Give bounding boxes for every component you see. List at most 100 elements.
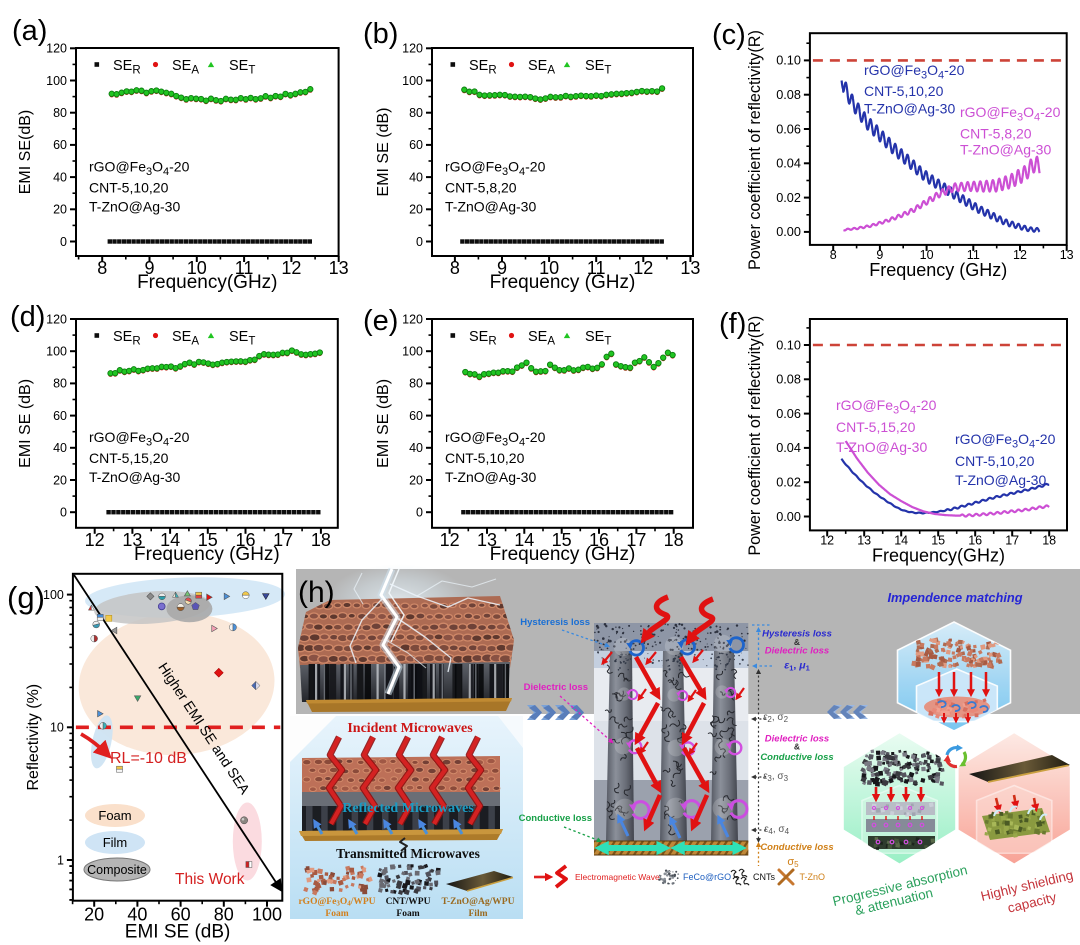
svg-text:17: 17 <box>626 530 646 550</box>
svg-text:80: 80 <box>53 106 67 120</box>
svg-text:RL=-10 dB: RL=-10 dB <box>110 750 187 767</box>
svg-text:Dielectric loss: Dielectric loss <box>765 646 829 657</box>
svg-text:Frequency(GHz): Frequency(GHz) <box>872 545 1005 565</box>
svg-text:0: 0 <box>60 506 67 520</box>
svg-text:Composite: Composite <box>87 863 147 877</box>
svg-text:100: 100 <box>402 345 423 359</box>
svg-text:EMI SE (dB): EMI SE (dB) <box>17 379 34 468</box>
svg-text:Conductive loss: Conductive loss <box>760 752 833 763</box>
svg-text:Frequency (GHz): Frequency (GHz) <box>869 260 1007 280</box>
svg-text:18: 18 <box>1042 533 1056 547</box>
svg-text:T-ZnO@Ag-30: T-ZnO@Ag-30 <box>445 469 536 485</box>
svg-text:0.02: 0.02 <box>776 476 801 490</box>
svg-text:0: 0 <box>416 235 423 249</box>
svg-text:Incident Microwaves: Incident Microwaves <box>347 721 473 736</box>
svg-text:60: 60 <box>53 409 67 423</box>
svg-text:Foam: Foam <box>325 909 348 919</box>
svg-text:&: & <box>794 742 800 752</box>
svg-text:CNT-5,10,20: CNT-5,10,20 <box>864 83 944 99</box>
svg-text:ε2, σ2: ε2, σ2 <box>763 712 789 724</box>
svg-text:Impendence matching: Impendence matching <box>887 590 1022 605</box>
svg-text:13: 13 <box>1060 248 1074 262</box>
svg-text:0.10: 0.10 <box>776 54 801 68</box>
svg-text:16: 16 <box>968 533 982 547</box>
svg-text:80: 80 <box>409 106 423 120</box>
svg-text:Conductive loss: Conductive loss <box>760 842 833 853</box>
svg-text:EMI SE(dB): EMI SE(dB) <box>17 110 34 194</box>
svg-text:40: 40 <box>409 170 423 184</box>
svg-text:8: 8 <box>450 258 460 278</box>
svg-text:Electromagnetic Wave: Electromagnetic Wave <box>575 872 660 882</box>
svg-text:CNT-5,8,20: CNT-5,8,20 <box>445 180 517 196</box>
svg-text:20: 20 <box>84 905 104 925</box>
svg-text:Film: Film <box>103 835 128 850</box>
svg-text:T-ZnO@Ag-30: T-ZnO@Ag-30 <box>89 469 180 485</box>
svg-text:13: 13 <box>477 530 497 550</box>
svg-text:8: 8 <box>97 258 107 278</box>
svg-text:Power coefficient of reflectiv: Power coefficient of reflectivity(R) <box>746 316 764 556</box>
svg-text:This Work: This Work <box>175 871 245 888</box>
svg-text:0.10: 0.10 <box>776 338 801 352</box>
svg-text:rGO@Fe3O4-20: rGO@Fe3O4-20 <box>960 104 1061 124</box>
svg-text:13: 13 <box>329 258 349 278</box>
svg-text:16: 16 <box>235 530 255 550</box>
svg-text:60: 60 <box>171 905 191 925</box>
svg-text:9: 9 <box>876 248 883 262</box>
svg-text:40: 40 <box>409 441 423 455</box>
svg-text:120: 120 <box>402 42 423 56</box>
svg-text:Transmitted Microwaves: Transmitted Microwaves <box>336 846 480 861</box>
svg-text:Foam: Foam <box>98 808 131 823</box>
svg-text:rGO@Fe3O4-20: rGO@Fe3O4-20 <box>89 159 190 179</box>
svg-text:18: 18 <box>311 530 331 550</box>
svg-text:10: 10 <box>920 248 934 262</box>
svg-text:Reflected Microwaves: Reflected Microwaves <box>342 801 474 816</box>
svg-text:Frequency (GHz): Frequency (GHz) <box>134 544 280 565</box>
svg-text:20: 20 <box>53 203 67 217</box>
svg-text:T-ZnO@Ag-30: T-ZnO@Ag-30 <box>445 199 536 215</box>
svg-text:ε3, σ3: ε3, σ3 <box>763 771 789 783</box>
svg-text:(e): (e) <box>363 305 398 337</box>
svg-text:(d): (d) <box>10 301 45 333</box>
svg-text:Frequency (GHz): Frequency (GHz) <box>490 272 636 293</box>
svg-text:100: 100 <box>46 345 67 359</box>
svg-text:60: 60 <box>409 409 423 423</box>
svg-text:12: 12 <box>440 530 460 550</box>
svg-text:12: 12 <box>1013 248 1027 262</box>
svg-text:(f): (f) <box>719 308 746 340</box>
svg-text:9: 9 <box>497 258 507 278</box>
svg-text:rGO@Fe3O4/WPU: rGO@Fe3O4/WPU <box>298 897 375 908</box>
svg-text:12: 12 <box>281 258 301 278</box>
svg-text:100: 100 <box>252 905 282 925</box>
svg-text:Frequency (GHz): Frequency (GHz) <box>490 544 636 565</box>
svg-text:120: 120 <box>46 42 67 56</box>
svg-text:0.02: 0.02 <box>776 191 801 205</box>
svg-text:1: 1 <box>57 853 64 867</box>
svg-text:(b): (b) <box>363 18 398 50</box>
svg-text:15: 15 <box>552 530 572 550</box>
svg-text:20: 20 <box>409 473 423 487</box>
svg-text:T-ZnO@Ag-30: T-ZnO@Ag-30 <box>89 199 180 215</box>
svg-text:Film: Film <box>469 909 488 919</box>
svg-text:CNT/WPU: CNT/WPU <box>386 897 431 907</box>
svg-text:rGO@Fe3O4-20: rGO@Fe3O4-20 <box>864 62 965 82</box>
svg-text:σ5: σ5 <box>787 856 799 869</box>
svg-text:10: 10 <box>50 721 64 735</box>
svg-text:40: 40 <box>53 170 67 184</box>
svg-text:15: 15 <box>198 530 218 550</box>
svg-text:0.00: 0.00 <box>776 510 801 524</box>
svg-text:10: 10 <box>187 258 207 278</box>
svg-text:14: 14 <box>514 530 534 550</box>
svg-text:Foam: Foam <box>396 909 419 919</box>
svg-text:T-ZnO@Ag-30: T-ZnO@Ag-30 <box>955 472 1046 488</box>
svg-text:80: 80 <box>53 377 67 391</box>
svg-text:13: 13 <box>680 258 700 278</box>
svg-text:100: 100 <box>402 74 423 88</box>
svg-text:60: 60 <box>409 138 423 152</box>
svg-text:0: 0 <box>416 506 423 520</box>
svg-text:Frequency(GHz): Frequency(GHz) <box>137 272 277 293</box>
svg-text:EMI SE (dB): EMI SE (dB) <box>125 922 231 943</box>
svg-text:T-ZnO@Ag/WPU: T-ZnO@Ag/WPU <box>442 897 515 907</box>
svg-text:40: 40 <box>53 441 67 455</box>
svg-text:CNT-5,15,20: CNT-5,15,20 <box>836 419 916 435</box>
svg-text:FeCo@rGO: FeCo@rGO <box>683 872 731 882</box>
